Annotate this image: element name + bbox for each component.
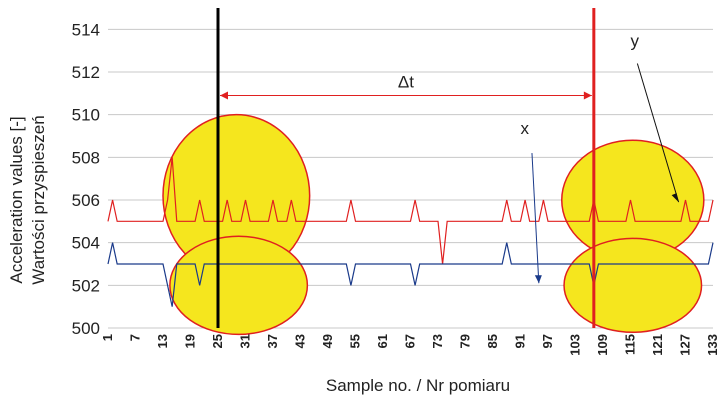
x-tick-label: 25 bbox=[210, 334, 225, 348]
annotations: Δt y x bbox=[220, 31, 680, 284]
series-lines bbox=[107, 157, 714, 307]
x-tick-label: 13 bbox=[155, 334, 170, 348]
delta-t-arrowhead-left bbox=[220, 91, 228, 100]
series-label-y: y bbox=[631, 31, 640, 50]
y-axis-label-line1: Acceleration values [-] bbox=[7, 116, 26, 283]
series-pointer-y-head bbox=[671, 193, 679, 203]
y-axis-label-line2: Wartości przyspieszeń bbox=[29, 115, 48, 284]
y-axis-label: Acceleration values [-] Wartości przyspi… bbox=[7, 115, 48, 284]
highlight-ellipse bbox=[563, 237, 703, 334]
y-tick-label: 502 bbox=[72, 276, 100, 295]
highlight-ellipses bbox=[162, 113, 705, 336]
delta-t-arrowhead-right bbox=[583, 91, 592, 100]
x-tick-label: 61 bbox=[375, 334, 390, 348]
x-tick-label: 43 bbox=[293, 334, 308, 348]
highlight-ellipse bbox=[169, 235, 309, 336]
x-tick-label: 37 bbox=[265, 334, 280, 348]
series-line-x bbox=[107, 242, 714, 307]
x-tick-label: 97 bbox=[540, 334, 555, 348]
x-tick-label: 49 bbox=[320, 334, 335, 348]
x-tick-label: 7 bbox=[128, 334, 143, 341]
series-pointer-y bbox=[636, 63, 680, 203]
y-tick-label: 512 bbox=[72, 63, 100, 82]
y-tick-label: 510 bbox=[72, 106, 100, 125]
x-tick-label: 73 bbox=[430, 334, 445, 348]
delta-t-label: Δt bbox=[398, 72, 414, 91]
x-tick-label: 127 bbox=[678, 334, 693, 356]
y-tick-label: 514 bbox=[72, 20, 100, 39]
x-tick-label: 121 bbox=[650, 334, 665, 356]
x-tick-label: 19 bbox=[183, 334, 198, 348]
y-tick-label: 506 bbox=[72, 191, 100, 210]
x-axis-label: Sample no. / Nr pomiaru bbox=[326, 376, 510, 395]
x-tick-labels: 1 7 13 19 25 31 37 43 49 55 61 67 73 79 85 91 97 103 109 11… bbox=[100, 334, 720, 356]
y-tick-label: 500 bbox=[72, 319, 100, 338]
series-pointer-x bbox=[531, 153, 540, 284]
y-tick-labels: 500 502 504 506 508 510 512 514 bbox=[72, 20, 100, 338]
x-tick-label: 31 bbox=[238, 334, 253, 348]
y-tick-label: 504 bbox=[72, 234, 100, 253]
x-tick-label: 91 bbox=[513, 334, 528, 348]
x-tick-label: 133 bbox=[705, 334, 720, 356]
series-pointer-x-head bbox=[534, 275, 542, 284]
x-tick-label: 55 bbox=[348, 334, 363, 348]
y-tick-label: 508 bbox=[72, 148, 100, 167]
x-tick-label: 79 bbox=[458, 334, 473, 348]
x-tick-label: 109 bbox=[595, 334, 610, 356]
x-tick-label: 103 bbox=[568, 334, 583, 356]
series-line-y bbox=[107, 157, 714, 265]
x-tick-label: 67 bbox=[403, 334, 418, 348]
x-tick-label: 1 bbox=[100, 334, 115, 341]
x-tick-label: 115 bbox=[623, 334, 638, 355]
series-label-x: x bbox=[521, 119, 530, 138]
vertical-markers bbox=[216, 8, 596, 328]
x-tick-label: 85 bbox=[485, 334, 500, 348]
